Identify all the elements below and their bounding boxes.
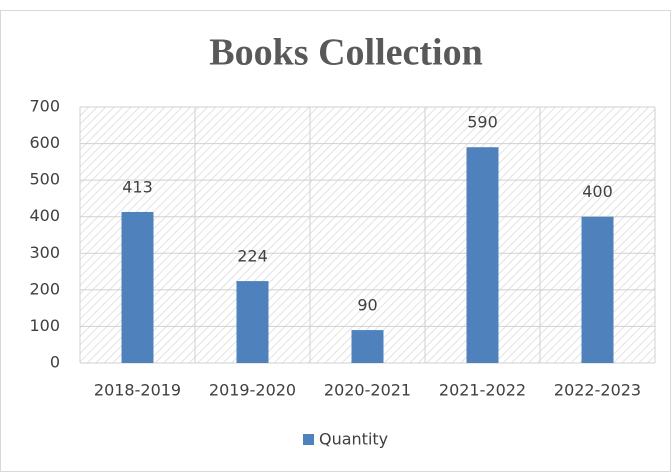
data-label: 400 [582, 182, 613, 201]
y-tick-label: 300 [29, 243, 60, 262]
data-label: 413 [122, 177, 153, 196]
data-label: 590 [467, 113, 498, 132]
y-tick-label: 200 [29, 279, 60, 298]
x-tick-label: 2021-2022 [439, 381, 526, 400]
x-tick-label: 2022-2023 [554, 381, 641, 400]
legend-label: Quantity [319, 430, 388, 449]
bar [351, 330, 384, 363]
plot-area [80, 107, 655, 363]
bar [466, 147, 499, 363]
data-label: 224 [237, 247, 268, 266]
y-tick-label: 0 [50, 353, 60, 372]
y-tick-label: 600 [29, 133, 60, 152]
x-tick-label: 2019-2020 [209, 381, 296, 400]
data-label: 90 [357, 296, 377, 315]
bar [121, 211, 154, 363]
y-tick-label: 100 [29, 316, 60, 335]
y-tick-label: 500 [29, 170, 60, 189]
x-tick-label: 2020-2021 [324, 381, 411, 400]
legend-swatch [303, 434, 314, 445]
bar [581, 216, 614, 363]
bar [236, 281, 269, 363]
x-tick-label: 2018-2019 [94, 381, 181, 400]
y-tick-label: 700 [29, 97, 60, 116]
chart-title: Books Collection [209, 32, 482, 74]
y-tick-label: 400 [29, 206, 60, 225]
